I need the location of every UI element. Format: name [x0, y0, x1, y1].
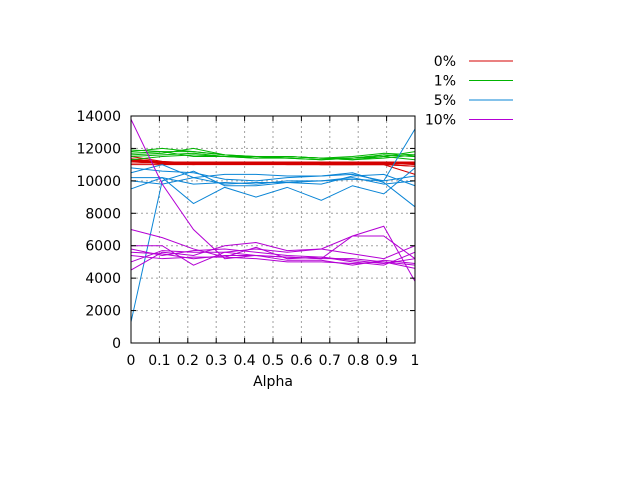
series-line — [130, 254, 416, 266]
x-tick-label: 0.1 — [148, 353, 170, 369]
legend-label: 10% — [425, 113, 456, 129]
y-tick-label: 4000 — [85, 271, 121, 287]
y-tick-label: 6000 — [85, 239, 121, 255]
x-tick-labels: 0 0.1 0.2 0.3 0.4 0.5 0.6 0.7 0.8 0.9 1 — [127, 353, 420, 369]
x-axis-label: Alpha — [253, 374, 293, 390]
series-line — [130, 175, 416, 185]
x-tick-label: 0 — [127, 353, 136, 369]
series-line — [130, 147, 416, 159]
x-tick-label: 0.7 — [319, 353, 341, 369]
series-0pct — [130, 156, 416, 175]
series-line — [130, 251, 416, 269]
series-line — [130, 156, 416, 167]
y-tick-labels: 0 2000 4000 6000 8000 10000 12000 14000 — [76, 109, 121, 352]
x-tick-label: 0.2 — [177, 353, 199, 369]
series-line — [130, 170, 416, 323]
series-line — [130, 152, 416, 161]
legend-label: 5% — [434, 93, 456, 109]
series-line — [130, 147, 416, 161]
series-1pct — [130, 147, 416, 161]
y-tick-label: 2000 — [85, 304, 121, 320]
legend: 0% 1% 5% 10% — [425, 54, 513, 129]
x-tick-label: 0.9 — [375, 353, 397, 369]
x-tick-label: 0.6 — [290, 353, 312, 369]
x-tick-label: 0.8 — [347, 353, 369, 369]
x-tick-label: 1 — [411, 353, 420, 369]
series-5pct — [130, 128, 416, 323]
y-tick-label: 10000 — [76, 174, 121, 190]
y-tick-label: 0 — [112, 336, 121, 352]
series-line — [130, 167, 416, 205]
series-line — [130, 241, 416, 271]
axis-ticks — [130, 115, 416, 344]
series-line — [130, 167, 416, 208]
y-tick-label: 8000 — [85, 206, 121, 222]
y-tick-label: 14000 — [76, 109, 121, 125]
series-line — [130, 248, 416, 265]
x-tick-label: 0.3 — [205, 353, 227, 369]
x-tick-label: 0.4 — [233, 353, 255, 369]
x-tick-label: 0.5 — [262, 353, 284, 369]
series-lines — [130, 119, 416, 323]
y-tick-label: 12000 — [76, 141, 121, 157]
series-line — [130, 229, 416, 266]
series-10pct — [130, 119, 416, 282]
legend-label: 0% — [434, 54, 456, 70]
series-line — [131, 235, 416, 266]
legend-label: 1% — [434, 74, 456, 90]
